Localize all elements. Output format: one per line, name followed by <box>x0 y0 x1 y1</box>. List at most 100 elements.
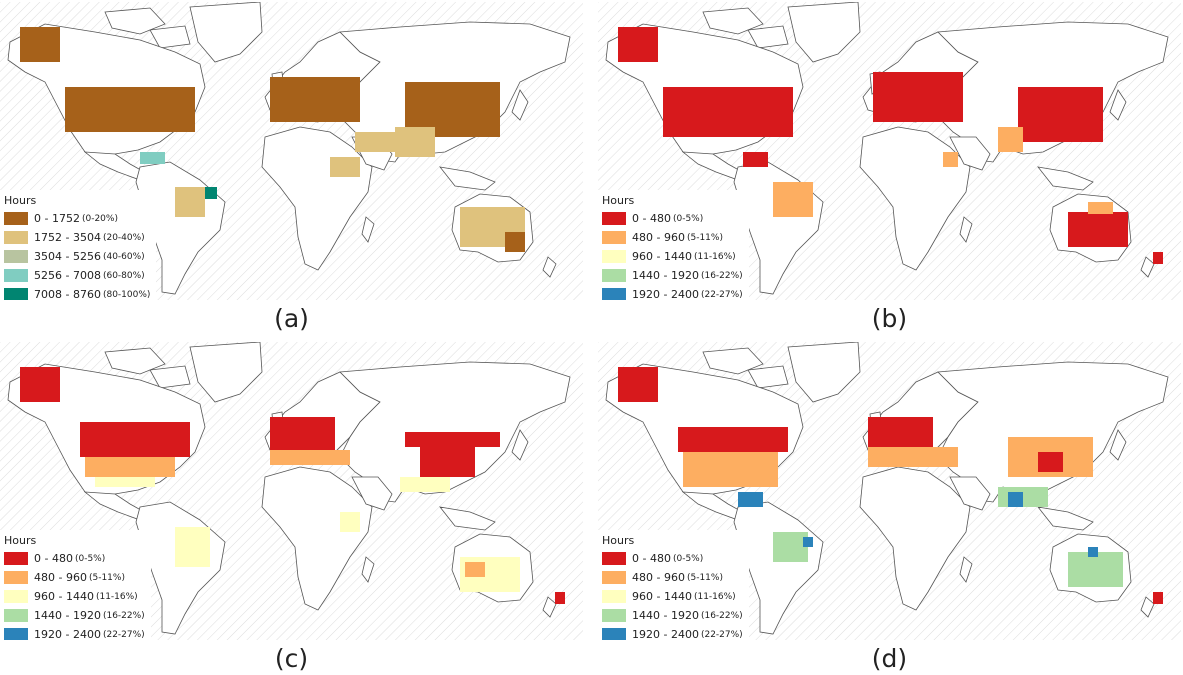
legend-entry: 5256 - 7008 (60-80%) <box>4 266 150 285</box>
map-legend: Hours 0 - 480 (0-5%) 480 - 960 (5-11%) 960… <box>598 190 749 300</box>
legend-range: 0 - 480 <box>632 212 671 225</box>
world-map <box>598 342 1181 640</box>
legend-range: 1440 - 1920 <box>632 269 699 282</box>
legend-range: 1440 - 1920 <box>34 609 101 622</box>
grid-cells <box>20 27 525 252</box>
legend-range: 960 - 1440 <box>632 250 692 263</box>
legend-entry: 960 - 1440 (11-16%) <box>602 247 743 266</box>
legend-percent: (16-22%) <box>700 610 743 621</box>
legend-percent: (5-11%) <box>88 572 125 583</box>
legend-entry: 1920 - 2400 (22-27%) <box>602 285 743 300</box>
grid-cells <box>20 367 565 604</box>
legend-percent: (0-5%) <box>74 553 106 564</box>
legend-swatch <box>602 628 626 640</box>
legend-entry: 480 - 960 (5-11%) <box>4 568 145 587</box>
panel-caption: (d) <box>871 644 908 673</box>
legend-entry: 0 - 1752 (0-20%) <box>4 209 150 228</box>
legend-range: 0 - 480 <box>632 552 671 565</box>
legend-range: 1920 - 2400 <box>632 288 699 300</box>
legend-range: 1752 - 3504 <box>34 231 101 244</box>
legend-range: 480 - 960 <box>632 571 685 584</box>
legend-range: 960 - 1440 <box>632 590 692 603</box>
grid-cells <box>618 367 1163 604</box>
legend-range: 0 - 480 <box>34 552 73 565</box>
map-panel-b: Hours 0 - 480 (0-5%) 480 - 960 (5-11%) 960… <box>598 2 1181 300</box>
legend-range: 3504 - 5256 <box>34 250 101 263</box>
legend-range: 1440 - 1920 <box>632 609 699 622</box>
legend-swatch <box>4 590 28 603</box>
legend-percent: (22-27%) <box>102 629 145 640</box>
legend-swatch <box>602 571 626 584</box>
legend-range: 1920 - 2400 <box>632 628 699 640</box>
legend-entry: 1920 - 2400 (22-27%) <box>602 625 743 640</box>
legend-swatch <box>602 288 626 300</box>
legend-percent: (0-20%) <box>81 213 118 224</box>
legend-percent: (5-11%) <box>686 232 723 243</box>
panel-caption: (b) <box>871 304 908 333</box>
legend-entry: 0 - 480 (0-5%) <box>4 549 145 568</box>
legend-entry: 3504 - 5256 (40-60%) <box>4 247 150 266</box>
legend-entry: 1752 - 3504 (20-40%) <box>4 228 150 247</box>
panel-caption: (c) <box>274 644 309 673</box>
legend-entry: 960 - 1440 (11-16%) <box>602 587 743 606</box>
legend-percent: (60-80%) <box>102 270 145 281</box>
legend-percent: (16-22%) <box>102 610 145 621</box>
legend-entry: 1440 - 1920 (16-22%) <box>602 606 743 625</box>
legend-swatch <box>602 250 626 263</box>
legend-percent: (22-27%) <box>700 629 743 640</box>
legend-range: 7008 - 8760 <box>34 288 101 300</box>
legend-swatch <box>4 231 28 244</box>
legend-percent: (0-5%) <box>672 553 704 564</box>
legend-swatch <box>602 609 626 622</box>
legend-swatch <box>602 590 626 603</box>
legend-swatch <box>4 552 28 565</box>
legend-swatch <box>4 212 28 225</box>
legend-percent: (40-60%) <box>102 251 145 262</box>
legend-percent: (16-22%) <box>700 270 743 281</box>
legend-swatch <box>602 212 626 225</box>
legend-swatch <box>4 609 28 622</box>
legend-percent: (0-5%) <box>672 213 704 224</box>
legend-entry: 480 - 960 (5-11%) <box>602 568 743 587</box>
legend-entry: 480 - 960 (5-11%) <box>602 228 743 247</box>
world-map <box>0 342 583 640</box>
map-legend: Hours 0 - 480 (0-5%) 480 - 960 (5-11%) 960… <box>598 530 749 640</box>
legend-entry: 0 - 480 (0-5%) <box>602 209 743 228</box>
legend-range: 1920 - 2400 <box>34 628 101 640</box>
legend-swatch <box>4 288 28 300</box>
legend-range: 960 - 1440 <box>34 590 94 603</box>
map-panel-a: Hours 0 - 1752 (0-20%) 1752 - 3504 (20-40%… <box>0 2 583 300</box>
legend-title: Hours <box>4 534 37 547</box>
legend-swatch <box>602 552 626 565</box>
legend-entry: 7008 - 8760 (80-100%) <box>4 285 150 300</box>
legend-title: Hours <box>602 194 635 207</box>
legend-range: 480 - 960 <box>632 231 685 244</box>
legend-range: 5256 - 7008 <box>34 269 101 282</box>
legend-percent: (11-16%) <box>95 591 138 602</box>
legend-swatch <box>602 231 626 244</box>
legend-swatch <box>4 269 28 282</box>
map-panel-d: Hours 0 - 480 (0-5%) 480 - 960 (5-11%) 960… <box>598 342 1181 640</box>
legend-percent: (20-40%) <box>102 232 145 243</box>
map-legend: Hours 0 - 1752 (0-20%) 1752 - 3504 (20-40%… <box>0 190 157 300</box>
legend-entry: 0 - 480 (0-5%) <box>602 549 743 568</box>
legend-swatch <box>4 250 28 263</box>
legend-percent: (22-27%) <box>700 289 743 300</box>
legend-entry: 1920 - 2400 (22-27%) <box>4 625 145 640</box>
legend-percent: (80-100%) <box>102 289 151 300</box>
legend-entry: 1440 - 1920 (16-22%) <box>602 266 743 285</box>
legend-swatch <box>4 628 28 640</box>
legend-swatch <box>602 269 626 282</box>
map-panel-c: Hours 0 - 480 (0-5%) 480 - 960 (5-11%) 960… <box>0 342 583 640</box>
legend-title: Hours <box>602 534 635 547</box>
legend-title: Hours <box>4 194 37 207</box>
legend-range: 0 - 1752 <box>34 212 80 225</box>
map-legend: Hours 0 - 480 (0-5%) 480 - 960 (5-11%) 960… <box>0 530 151 640</box>
legend-range: 480 - 960 <box>34 571 87 584</box>
legend-swatch <box>4 571 28 584</box>
legend-percent: (11-16%) <box>693 251 736 262</box>
legend-percent: (11-16%) <box>693 591 736 602</box>
grid-cells <box>618 27 1163 264</box>
panel-caption: (a) <box>274 304 309 333</box>
legend-percent: (5-11%) <box>686 572 723 583</box>
